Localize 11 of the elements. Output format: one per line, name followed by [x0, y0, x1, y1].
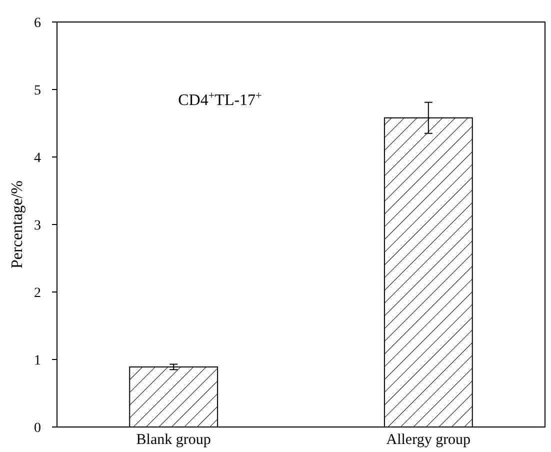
- annotation: CD4$^{+}$TL-17$^{+}$: [178, 90, 262, 109]
- y-axis-title: Percentage/%: [9, 180, 26, 268]
- x-tick-label: Blank group: [136, 432, 211, 448]
- x-tick-label: Allergy group: [386, 432, 471, 448]
- y-tick-label: 2: [34, 286, 41, 301]
- y-tick-label: 0: [34, 420, 41, 436]
- y-tick-label: 5: [34, 83, 41, 98]
- y-tick-label: 4: [34, 150, 41, 166]
- y-tick-label: 3: [34, 218, 41, 234]
- y-tick-label: 1: [34, 353, 41, 368]
- y-tick-label: 6: [34, 16, 41, 31]
